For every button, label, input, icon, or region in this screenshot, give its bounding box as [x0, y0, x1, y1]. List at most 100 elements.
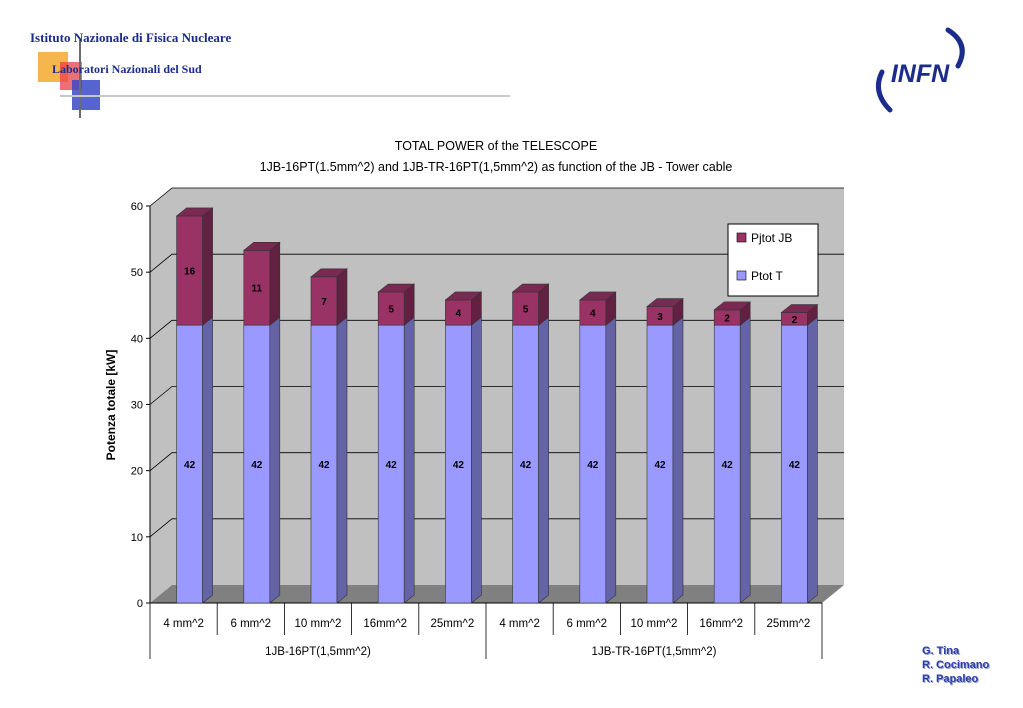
x-category-label: 10 mm^2 [631, 618, 678, 630]
y-tick-label: 0 [137, 598, 143, 610]
data-label: 42 [184, 460, 196, 471]
bar-top [175, 207, 214, 217]
bar-side [269, 316, 281, 604]
bar-segment [445, 324, 472, 604]
gridline [149, 452, 844, 471]
bar-segment [579, 299, 607, 326]
x-category-label: 25mm^2 [431, 618, 475, 630]
data-label: 7 [321, 297, 327, 308]
bar-side [807, 316, 818, 604]
data-label: 4 [590, 309, 596, 320]
bar-segment [310, 324, 338, 604]
bar-top [377, 283, 416, 293]
data-label: 42 [251, 460, 263, 471]
y-tick-label: 60 [131, 201, 143, 213]
bar-segment [713, 324, 741, 604]
bar-side [202, 316, 213, 604]
data-label: 42 [453, 460, 465, 471]
bar-side [471, 316, 482, 604]
data-label: 3 [657, 312, 663, 323]
y-tick-label: 50 [131, 267, 143, 279]
legend-label: Pjtot JB [751, 231, 792, 245]
bar-side [403, 316, 415, 604]
bar-top [780, 304, 819, 313]
x-category-label: 4 mm^2 [163, 618, 204, 630]
gridline [149, 518, 844, 538]
data-label: 2 [724, 313, 730, 324]
bar-side [739, 316, 751, 604]
data-label: 42 [318, 460, 330, 471]
x-category-label: 25mm^2 [767, 618, 811, 630]
legend: Pjtot JB Ptot T [727, 223, 819, 297]
x-category-label: 16mm^2 [699, 618, 743, 630]
credit-name: G. Tina [922, 645, 960, 657]
bar-segment [243, 324, 271, 604]
x-category-label: 6 mm^2 [567, 618, 608, 630]
y-tick-label: 10 [131, 532, 143, 544]
institute-name-line2: Laboratori Nazionali del Sud [52, 62, 202, 76]
x-category-label: 10 mm^2 [295, 618, 342, 630]
data-label: 42 [520, 460, 532, 471]
credit-name: R. Cocimano [922, 659, 990, 671]
bar-side [336, 268, 348, 326]
data-label: 11 [252, 284, 263, 295]
bar-top [511, 283, 550, 293]
bar-segment [377, 324, 405, 604]
lns-logo: Istituto Nazionale di Fisica Nucleare La… [0, 0, 520, 125]
bar-side [336, 316, 348, 604]
chart-subtitle: 1JB-16PT(1.5mm^2) and 1JB-TR-16PT(1,5mm^… [260, 160, 733, 174]
gridline [149, 187, 844, 207]
bar-segment [512, 324, 539, 604]
y-tick-label: 30 [131, 400, 143, 412]
bar-segment [646, 324, 674, 604]
infn-logo-graphic: INFN [875, 27, 965, 113]
credit-name: R. Papaleo [922, 673, 979, 685]
lns-logo-graphic [38, 40, 510, 118]
data-label: 42 [587, 460, 599, 471]
bar-side [269, 241, 281, 326]
x-category-label: 16mm^2 [363, 618, 407, 630]
gridline [149, 253, 844, 273]
infn-logo: INFN [862, 22, 977, 127]
gridline [149, 386, 844, 405]
x-group-label: 1JB-16PT(1,5mm^2) [265, 646, 371, 658]
bar-top [578, 291, 617, 301]
data-label: 42 [654, 460, 666, 471]
bar-side [605, 316, 617, 604]
data-label: 42 [386, 460, 398, 471]
data-label: 5 [523, 305, 529, 316]
bar-top [646, 298, 684, 307]
legend-swatch [736, 232, 747, 243]
legend-swatch [736, 270, 747, 281]
infn-logo-text: INFN [891, 60, 950, 88]
bar-side [672, 316, 684, 604]
x-category-label: 4 mm^2 [499, 618, 540, 630]
bar-top [310, 268, 348, 278]
bar-top [713, 301, 752, 311]
infn-arc-left [875, 69, 893, 113]
legend-label: Ptot T [751, 269, 783, 283]
institute-name-line1: Istituto Nazionale di Fisica Nucleare [30, 30, 232, 45]
data-label: 42 [789, 460, 801, 471]
infn-arc-right [945, 27, 965, 69]
y-axis-label: Potenza totale [kW] [104, 350, 118, 461]
x-group-label: 1JB-TR-16PT(1,5mm^2) [592, 646, 717, 658]
data-label: 2 [792, 315, 798, 326]
bar-segment [377, 291, 405, 326]
bar-side [202, 207, 213, 326]
data-label: 4 [456, 309, 462, 320]
y-tick-label: 20 [131, 466, 143, 478]
bar-side [538, 316, 549, 604]
credits: G. Tina R. Cocimano R. Papaleo [922, 644, 989, 686]
bar-segment [176, 215, 203, 326]
y-tick-label: 40 [131, 333, 143, 345]
bar-top [444, 291, 483, 301]
bar-segment [781, 324, 808, 604]
data-label: 5 [388, 305, 394, 316]
bar-top [242, 242, 281, 251]
data-label: 42 [722, 460, 734, 471]
x-category-label: 6 mm^2 [231, 618, 272, 630]
chart-title: TOTAL POWER of the TELESCOPE [395, 139, 597, 153]
